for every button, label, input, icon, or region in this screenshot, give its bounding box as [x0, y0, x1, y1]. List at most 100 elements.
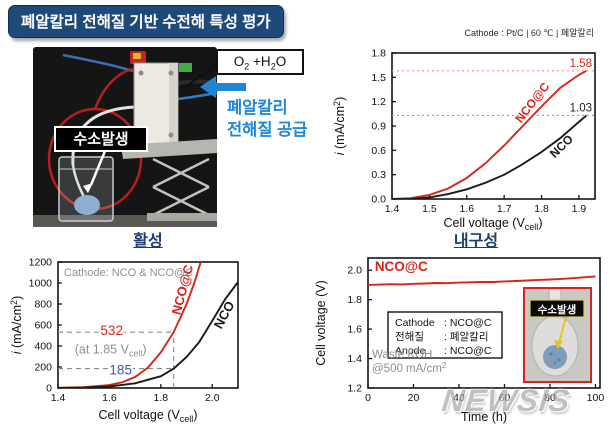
gas-text: O — [275, 54, 287, 69]
ptc-polarization-chart: 1.4 1.5 1.6 1.7 1.8 1.9 0.0 0.3 0.6 0.9 1.2 1.5 1.8 1… — [332, 48, 596, 232]
legend-key: Anode — [395, 345, 426, 357]
experiment-photo: 수소발생 — [33, 47, 217, 227]
gas-text: O — [233, 54, 245, 69]
bubbler-stone — [74, 195, 100, 215]
guide-value-label: 1.58 — [570, 58, 592, 70]
note-line: Waste KOH — [372, 349, 432, 361]
white-arrow — [89, 150, 107, 186]
y-tick-label: 1.6 — [347, 324, 362, 336]
gas-sub: 2 — [244, 61, 250, 72]
series-line-nco — [58, 281, 238, 388]
supply-line2: 전해질 공급 — [227, 120, 308, 139]
red-wire — [93, 67, 134, 110]
y-tick-label: 1.2 — [347, 383, 362, 395]
x-tick-label: 1.4 — [385, 203, 400, 215]
ptc-chart-conditions: Cathode : Pt/C | 60 ℃ | 폐알칼리 — [464, 28, 594, 38]
cell-shading — [169, 63, 178, 145]
plot-border — [391, 52, 596, 200]
series-line-nco — [392, 114, 588, 199]
yellow-tag — [133, 53, 141, 59]
y-tick-label: 1.4 — [347, 353, 362, 365]
supply-arrow-icon — [200, 76, 246, 98]
annotation: 532 — [100, 323, 123, 338]
supply-line1: 폐알칼리 — [227, 99, 288, 117]
inset-arrow-head — [554, 340, 563, 349]
x-tick-label: 1.6 — [102, 392, 117, 404]
series-line-ncoc — [368, 275, 596, 286]
legend-value: : NCO@C — [444, 345, 492, 357]
x-tick-label: 1.7 — [497, 203, 512, 215]
x-axis-label: Time (h) — [461, 410, 507, 424]
speckle — [549, 352, 553, 356]
guide-value-label: 1.03 — [570, 102, 592, 114]
x-tick-label: 2.0 — [205, 392, 220, 404]
durability-chart-title: 내구성 — [453, 233, 499, 250]
x-tick-label: 1.8 — [154, 392, 169, 404]
legend-key: Cathode — [395, 317, 435, 329]
gas-output-label: O2 +H2O — [216, 49, 304, 75]
y-tick-label: 0.3 — [371, 169, 386, 181]
y-tick-label: 1.8 — [347, 294, 362, 306]
x-tick-label: 100 — [587, 392, 605, 404]
inner-condition-label: Cathode: NCO & NCO@C — [64, 267, 193, 279]
y-tick-label: 0 — [46, 383, 52, 395]
x-tick-label: 1.6 — [459, 203, 474, 215]
legend-value: : NCO@C — [444, 317, 492, 329]
page-title: 폐알칼리 전해질 기반 수전해 특성 평가 — [8, 5, 284, 38]
y-tick-label: 0.9 — [371, 121, 386, 133]
x-tick-label: 0 — [365, 392, 371, 404]
gas-text: +H — [249, 54, 271, 69]
annotation: 185 — [109, 362, 132, 377]
x-axis-label: Cell voltage (Vcell) — [444, 216, 543, 232]
note-line: @500 mA/cm2 — [372, 361, 447, 375]
inset-hydrogen-label: 수소발생 — [538, 303, 577, 316]
cell-bolt — [168, 132, 174, 138]
y-axis-label: i (mA/cm2) — [9, 296, 24, 355]
y-tick-label: 400 — [34, 341, 52, 353]
x-tick-label: 20 — [408, 392, 420, 404]
series-label: NCO@C — [375, 259, 428, 274]
x-axis-label: Cell voltage (Vcell) — [99, 408, 198, 424]
y-tick-label: 200 — [34, 362, 52, 374]
inset-arrow — [558, 316, 567, 344]
newsis-watermark: NEWSIS — [440, 383, 573, 418]
inset-photo-drawing: 수소발생 — [525, 288, 589, 380]
y-tick-label: 0.6 — [371, 145, 386, 157]
x-tick-label: 1.8 — [534, 203, 549, 215]
legend-box — [387, 311, 503, 359]
green-clip — [179, 63, 192, 72]
activity-chart-title: 활성 — [133, 233, 163, 250]
legend-value: : 폐알칼리 — [444, 330, 488, 343]
gas-sub: 2 — [270, 61, 276, 72]
series-line-ncoc — [392, 69, 587, 199]
jack-base — [147, 213, 217, 221]
series-line-ncoc — [58, 262, 202, 388]
annotation: (at 1.85 Vcell) — [75, 342, 147, 358]
y-tick-label: 1.5 — [371, 72, 386, 84]
y-tick-label: 1.2 — [371, 96, 386, 108]
x-tick-label: 60 — [499, 392, 511, 404]
cell-bolt — [138, 70, 144, 76]
x-tick-label: 1.5 — [422, 203, 437, 215]
y-tick-label: 600 — [34, 320, 52, 332]
y-tick-label: 1200 — [29, 257, 53, 269]
durability-inset-photo: 수소발생 — [523, 287, 592, 383]
scissor-jack — [152, 157, 210, 217]
x-tick-label: 1.9 — [572, 203, 587, 215]
electrolyte-supply-label: 폐알칼리 전해질 공급 — [227, 98, 307, 142]
x-tick-label: 1.4 — [51, 392, 66, 404]
legend-key: 전해질 — [395, 330, 424, 343]
durability-chart: 0 20 40 60 80 100 1.2 1.4 1.6 1.8 2.0 NCO@C Cathode:… — [314, 257, 605, 424]
hydrogen-bubbler — [543, 345, 567, 369]
y-tick-label: 1.8 — [371, 48, 386, 60]
y-tick-label: 1000 — [29, 278, 53, 290]
cell-bolt — [168, 70, 174, 76]
hydrogen-label: 수소발생 — [73, 131, 128, 148]
speckle — [557, 358, 561, 362]
x-tick-label: 40 — [453, 392, 465, 404]
speckle — [553, 361, 557, 365]
y-tick-label: 800 — [34, 299, 52, 311]
y-axis-label: i (mA/cm2) — [332, 97, 347, 156]
